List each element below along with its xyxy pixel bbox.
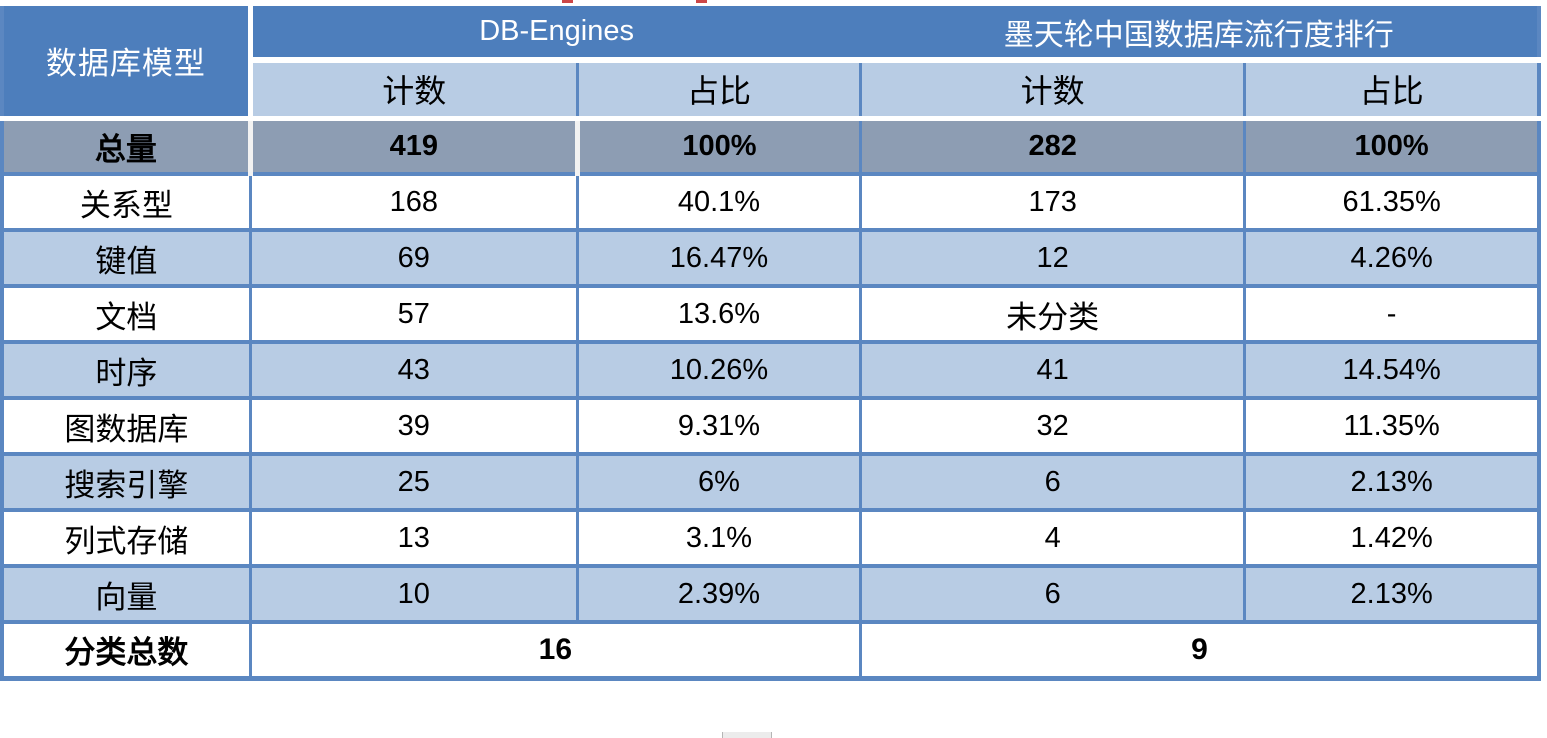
cell: 10 bbox=[248, 564, 578, 622]
cell: 9.31% bbox=[575, 396, 861, 454]
cell: 61.35% bbox=[1243, 172, 1539, 230]
red-underline-artifact bbox=[562, 0, 573, 3]
cell: 41 bbox=[859, 340, 1245, 398]
cell: 69 bbox=[248, 228, 578, 286]
group-header-modb: 墨天轮中国数据库流行度排行 bbox=[860, 6, 1539, 63]
cell: - bbox=[1243, 284, 1539, 342]
table-row: 时序 43 10.26% 41 14.54% bbox=[2, 340, 1539, 398]
cell-total-count-1: 419 bbox=[247, 118, 578, 174]
cell: 12 bbox=[859, 228, 1245, 286]
col-header-count-1: 计数 bbox=[250, 60, 578, 121]
table-row: 图数据库 39 9.31% 32 11.35% bbox=[2, 396, 1539, 454]
red-underline-artifact bbox=[696, 0, 707, 3]
cell-total-share-1: 100% bbox=[574, 118, 861, 174]
cell: 13 bbox=[248, 508, 578, 566]
cell: 13.6% bbox=[575, 284, 861, 342]
row-label: 图数据库 bbox=[2, 396, 251, 454]
cell: 1.42% bbox=[1243, 508, 1539, 566]
cell: 25 bbox=[248, 452, 578, 510]
corner-header: 数据库模型 bbox=[2, 6, 253, 121]
cell-total-share-2: 100% bbox=[1243, 118, 1539, 174]
table-row: 搜索引擎 25 6% 6 2.13% bbox=[2, 452, 1539, 510]
row-label-total: 总量 bbox=[94, 131, 157, 167]
col-header-share-1: 占比 bbox=[575, 60, 861, 121]
row-label: 向量 bbox=[2, 564, 251, 622]
cell: 6% bbox=[575, 452, 861, 510]
table-row: 列式存储 13 3.1% 4 1.42% bbox=[2, 508, 1539, 566]
cell: 4.26% bbox=[1243, 228, 1539, 286]
cell: 2.13% bbox=[1243, 452, 1539, 510]
cell: 11.35% bbox=[1243, 396, 1539, 454]
col-header-count-2: 计数 bbox=[859, 60, 1245, 121]
col-header-share-2: 占比 bbox=[1243, 60, 1539, 121]
cell: 6 bbox=[859, 452, 1245, 510]
cell: 168 bbox=[248, 172, 578, 230]
cell: 未分类 bbox=[859, 284, 1245, 342]
cell: 32 bbox=[859, 396, 1245, 454]
table-row: 向量 10 2.39% 6 2.13% bbox=[2, 564, 1539, 622]
row-label: 文档 bbox=[2, 284, 251, 342]
row-label: 列式存储 bbox=[2, 508, 251, 566]
group-header-db-engines: DB-Engines bbox=[250, 6, 861, 63]
cell: 173 bbox=[859, 172, 1245, 230]
row-label: 搜索引擎 bbox=[2, 452, 251, 510]
cell: 43 bbox=[248, 340, 578, 398]
cropped-cell-artifact bbox=[722, 732, 772, 738]
cell: 2.39% bbox=[575, 564, 861, 622]
cell-summary-modb: 9 bbox=[859, 620, 1539, 678]
table-row: 键值 69 16.47% 12 4.26% bbox=[2, 228, 1539, 286]
table-row-summary: 分类总数 16 9 bbox=[2, 620, 1539, 678]
table-row: 关系型 168 40.1% 173 61.35% bbox=[2, 172, 1539, 230]
cell: 40.1% bbox=[575, 172, 861, 230]
cell: 6 bbox=[859, 564, 1245, 622]
row-label-summary: 分类总数 bbox=[2, 620, 251, 678]
cell: 39 bbox=[248, 396, 578, 454]
database-model-comparison-table: 数据库模型 DB-Engines 墨天轮中国数据库流行度排行 计数 占比 计数 … bbox=[0, 6, 1541, 681]
row-label: 关系型 bbox=[2, 172, 251, 230]
row-label: 时序 bbox=[2, 340, 251, 398]
cell: 10.26% bbox=[575, 340, 861, 398]
table-row-total: 总量 419 100% 282 100% bbox=[2, 118, 1539, 174]
cell: 16.47% bbox=[575, 228, 861, 286]
cell: 4 bbox=[859, 508, 1245, 566]
cell: 57 bbox=[248, 284, 578, 342]
cell: 14.54% bbox=[1243, 340, 1539, 398]
cell: 2.13% bbox=[1243, 564, 1539, 622]
table-row: 文档 57 13.6% 未分类 - bbox=[2, 284, 1539, 342]
cell-total-count-2: 282 bbox=[859, 118, 1245, 174]
cell-summary-db-engines: 16 bbox=[248, 620, 861, 678]
row-label: 键值 bbox=[2, 228, 251, 286]
cell: 3.1% bbox=[575, 508, 861, 566]
